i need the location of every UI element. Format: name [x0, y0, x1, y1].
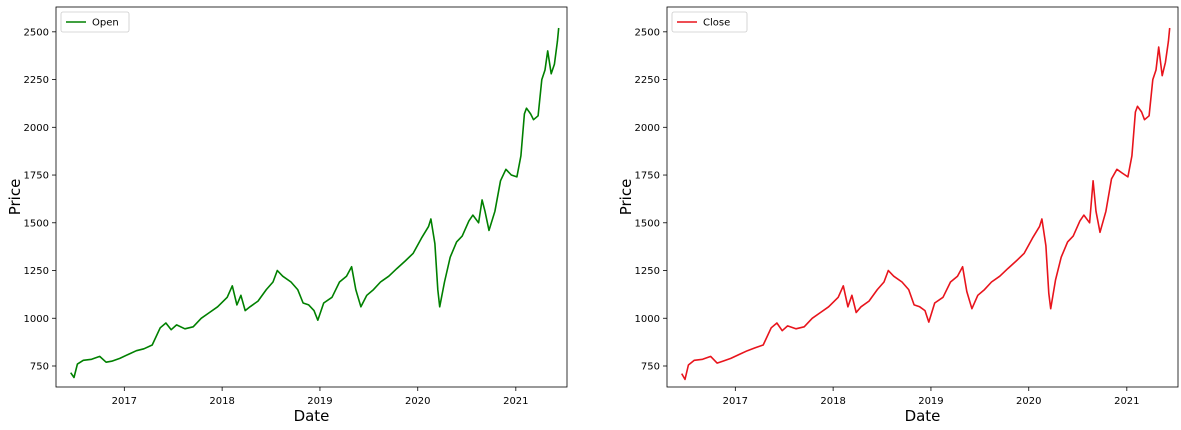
x-axis-label: Date — [905, 407, 941, 425]
legend-label: Open — [92, 18, 119, 29]
y-tick-label: 1000 — [24, 314, 49, 325]
plot-frame — [55, 6, 568, 388]
y-tick-label: 1750 — [24, 171, 49, 182]
series-line-close — [681, 27, 1171, 381]
y-tick-label: 1250 — [24, 266, 49, 277]
y-tick-label: 2000 — [635, 123, 660, 134]
y-tick-label: 1750 — [635, 171, 660, 182]
x-tick-label: 2017 — [112, 396, 137, 407]
y-tick-label: 2250 — [24, 75, 49, 86]
x-tick-label: 2020 — [405, 396, 430, 407]
y-tick-label: 750 — [30, 361, 49, 372]
x-axis-label: Date — [294, 407, 330, 425]
y-tick-label: 2500 — [24, 27, 49, 38]
legend-box — [671, 11, 748, 33]
series-line-open — [70, 27, 560, 379]
y-tick-label: 750 — [641, 361, 660, 372]
y-tick-label: 2500 — [635, 27, 660, 38]
panel-close: 750 1000 1250 1500 1750 2000 2250 2500 2017 2018 2… — [617, 6, 1179, 425]
y-tick-label: 2250 — [635, 75, 660, 86]
legend: Open — [60, 11, 130, 33]
legend-label: Close — [703, 18, 730, 29]
x-tick-label: 2017 — [723, 396, 748, 407]
x-tick-label: 2019 — [307, 396, 332, 407]
legend-box — [60, 11, 130, 33]
panel-open: 750 1000 1250 1500 1750 2000 2250 2500 2017 2018 2… — [6, 6, 568, 425]
x-tick-label: 2021 — [503, 396, 528, 407]
x-tick-label: 2019 — [918, 396, 943, 407]
x-tick-label: 2018 — [820, 396, 845, 407]
plot-frame — [666, 6, 1179, 388]
x-tick-label: 2020 — [1016, 396, 1041, 407]
legend: Close — [671, 11, 748, 33]
y-tick-label: 1500 — [635, 218, 660, 229]
y-tick-label: 1500 — [24, 218, 49, 229]
x-tick-label: 2021 — [1114, 396, 1139, 407]
y-tick-label: 2000 — [24, 123, 49, 134]
x-tick-label: 2018 — [209, 396, 234, 407]
y-axis-label: Price — [6, 179, 24, 216]
y-axis-label: Price — [617, 179, 635, 216]
y-tick-label: 1000 — [635, 314, 660, 325]
y-tick-label: 1250 — [635, 266, 660, 277]
